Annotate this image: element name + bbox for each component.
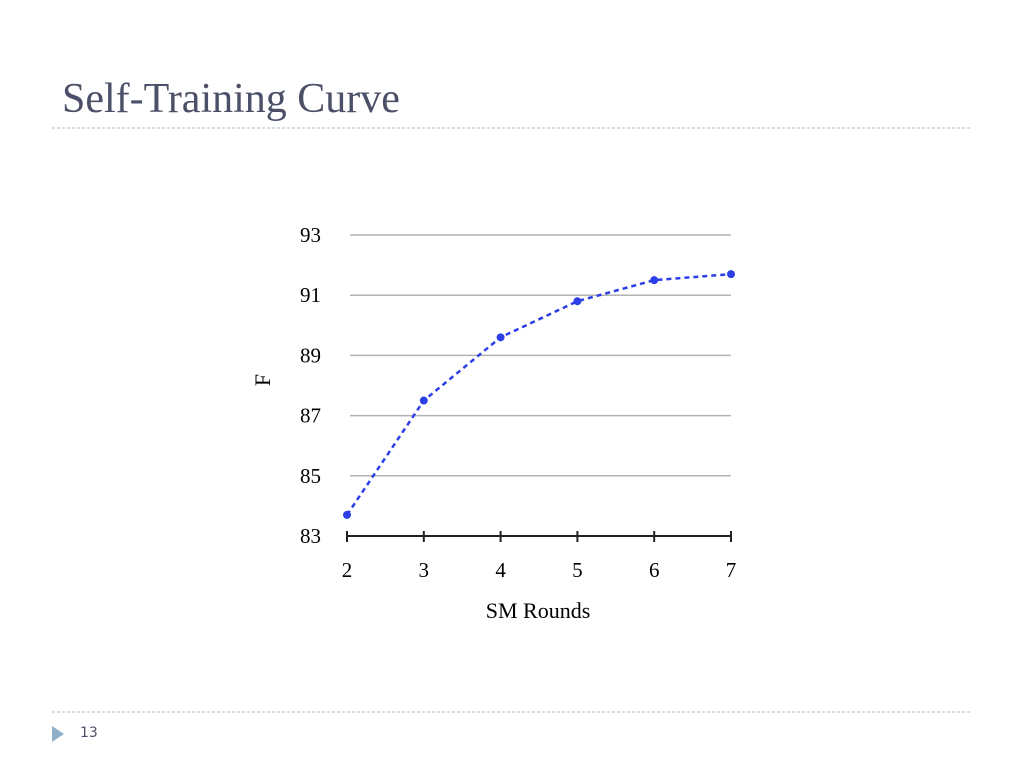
y-tick-label: 91: [300, 283, 321, 307]
data-point: [650, 276, 659, 285]
y-axis-label: F: [250, 374, 275, 386]
x-tick-label: 2: [342, 558, 353, 582]
data-point: [727, 270, 735, 279]
y-tick-label: 93: [300, 223, 321, 247]
data-line: [345, 272, 732, 516]
page-number: 13: [80, 725, 98, 741]
x-tick-label: 7: [726, 558, 737, 582]
x-tick-label: 3: [419, 558, 430, 582]
data-point: [419, 396, 428, 405]
x-tick-label: 5: [572, 558, 583, 582]
slide-title: Self-Training Curve: [62, 76, 400, 122]
y-tick-label: 87: [300, 404, 321, 428]
y-tick-label: 89: [300, 343, 321, 367]
bullet-icon: [52, 726, 64, 742]
data-point: [573, 297, 582, 306]
x-axis-label: SM Rounds: [486, 598, 591, 623]
y-tick-label: 83: [300, 524, 321, 548]
y-tick-label: 85: [300, 464, 321, 488]
x-tick-label: 6: [649, 558, 660, 582]
x-tick-label: 4: [495, 558, 506, 582]
data-point: [496, 333, 505, 342]
data-point: [343, 510, 351, 519]
